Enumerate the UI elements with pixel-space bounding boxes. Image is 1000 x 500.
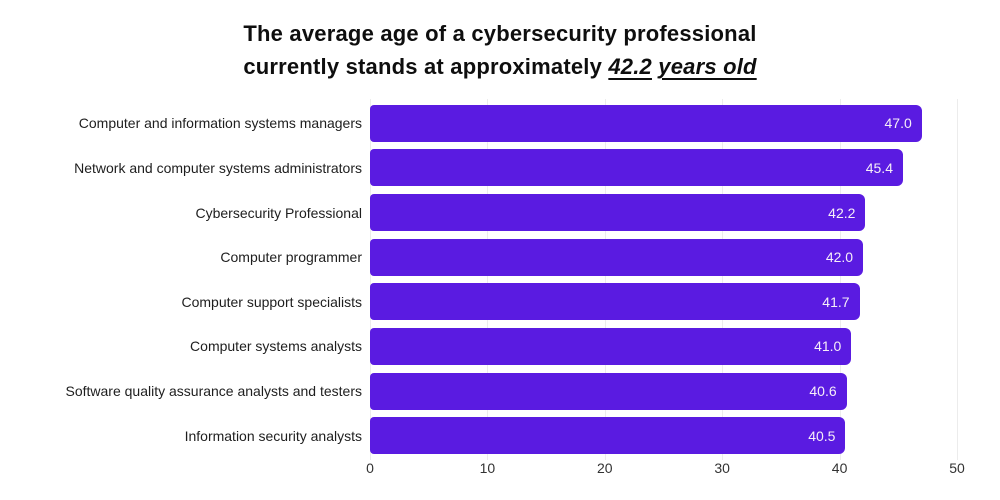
bar: 42.0 bbox=[370, 238, 864, 276]
bar-row: 42.2 bbox=[370, 190, 957, 235]
chart-title: The average age of a cybersecurity profe… bbox=[0, 17, 1000, 83]
plot-area: 47.0 45.4 42.2 42.0 41.7 41.0 40.6 40.5 bbox=[370, 99, 958, 460]
category-label: Computer programmer bbox=[220, 249, 362, 266]
bar: 41.0 bbox=[370, 327, 852, 365]
bar: 45.4 bbox=[370, 149, 903, 187]
x-tick-label: 30 bbox=[714, 460, 730, 476]
bar-row: 40.5 bbox=[370, 413, 957, 458]
bar-row: 47.0 bbox=[370, 101, 957, 146]
x-tick-label: 0 bbox=[366, 460, 374, 476]
bar-row: 41.7 bbox=[370, 280, 957, 325]
bar: 47.0 bbox=[370, 104, 922, 142]
chart-title-highlight-value: 42.2 bbox=[608, 54, 652, 79]
bar-value-label: 47.0 bbox=[884, 115, 912, 132]
category-label: Cybersecurity Professional bbox=[195, 204, 362, 221]
category-label: Software quality assurance analysts and … bbox=[65, 383, 363, 400]
bar-value-label: 41.7 bbox=[822, 293, 850, 310]
gridline-30 bbox=[722, 99, 724, 460]
bar-value-label: 41.0 bbox=[814, 338, 842, 355]
x-tick-label: 20 bbox=[597, 460, 613, 476]
bars-container: 47.0 45.4 42.2 42.0 41.7 41.0 40.6 40.5 bbox=[370, 101, 957, 458]
category-label: Computer and information systems manager… bbox=[78, 115, 362, 132]
category-label: Network and computer systems administrat… bbox=[74, 159, 362, 176]
category-axis: Computer and information systems manager… bbox=[0, 101, 363, 458]
bar-row: 40.6 bbox=[370, 369, 957, 414]
bar-row: 42.0 bbox=[370, 235, 957, 280]
bar-value-label: 40.5 bbox=[808, 427, 836, 444]
bar: 41.7 bbox=[370, 283, 860, 321]
x-tick-label: 40 bbox=[831, 460, 848, 476]
chart-title-line2: currently stands at approximately 42.2 y… bbox=[0, 50, 1000, 83]
x-tick-label: 10 bbox=[479, 460, 496, 476]
gridline-0 bbox=[370, 99, 371, 460]
bar-value-label: 40.6 bbox=[809, 383, 837, 400]
gridline-40 bbox=[839, 99, 841, 460]
chart-title-line1: The average age of a cybersecurity profe… bbox=[243, 21, 757, 46]
bar-value-label: 42.0 bbox=[825, 249, 854, 266]
x-tick-label: 50 bbox=[949, 460, 965, 476]
chart-title-highlight-unit: years old bbox=[658, 54, 757, 79]
bar: 42.2 bbox=[370, 194, 866, 232]
gridline-20 bbox=[604, 99, 606, 460]
category-label: Computer systems analysts bbox=[190, 338, 362, 355]
bar-row: 45.4 bbox=[370, 146, 957, 191]
chart-title-line2-prefix: currently stands at approximately bbox=[243, 54, 603, 79]
bar-row: 41.0 bbox=[370, 324, 957, 369]
bar: 40.5 bbox=[370, 417, 846, 455]
bar-value-label: 45.4 bbox=[865, 159, 893, 176]
category-label: Information security analysts bbox=[184, 427, 362, 444]
x-axis: 0 10 20 30 40 50 bbox=[366, 460, 965, 480]
bar-value-label: 42.2 bbox=[828, 204, 856, 221]
gridline-10 bbox=[487, 99, 489, 460]
bar: 40.6 bbox=[370, 372, 847, 410]
category-label: Computer support specialists bbox=[181, 293, 362, 310]
gridline-50 bbox=[957, 99, 958, 460]
